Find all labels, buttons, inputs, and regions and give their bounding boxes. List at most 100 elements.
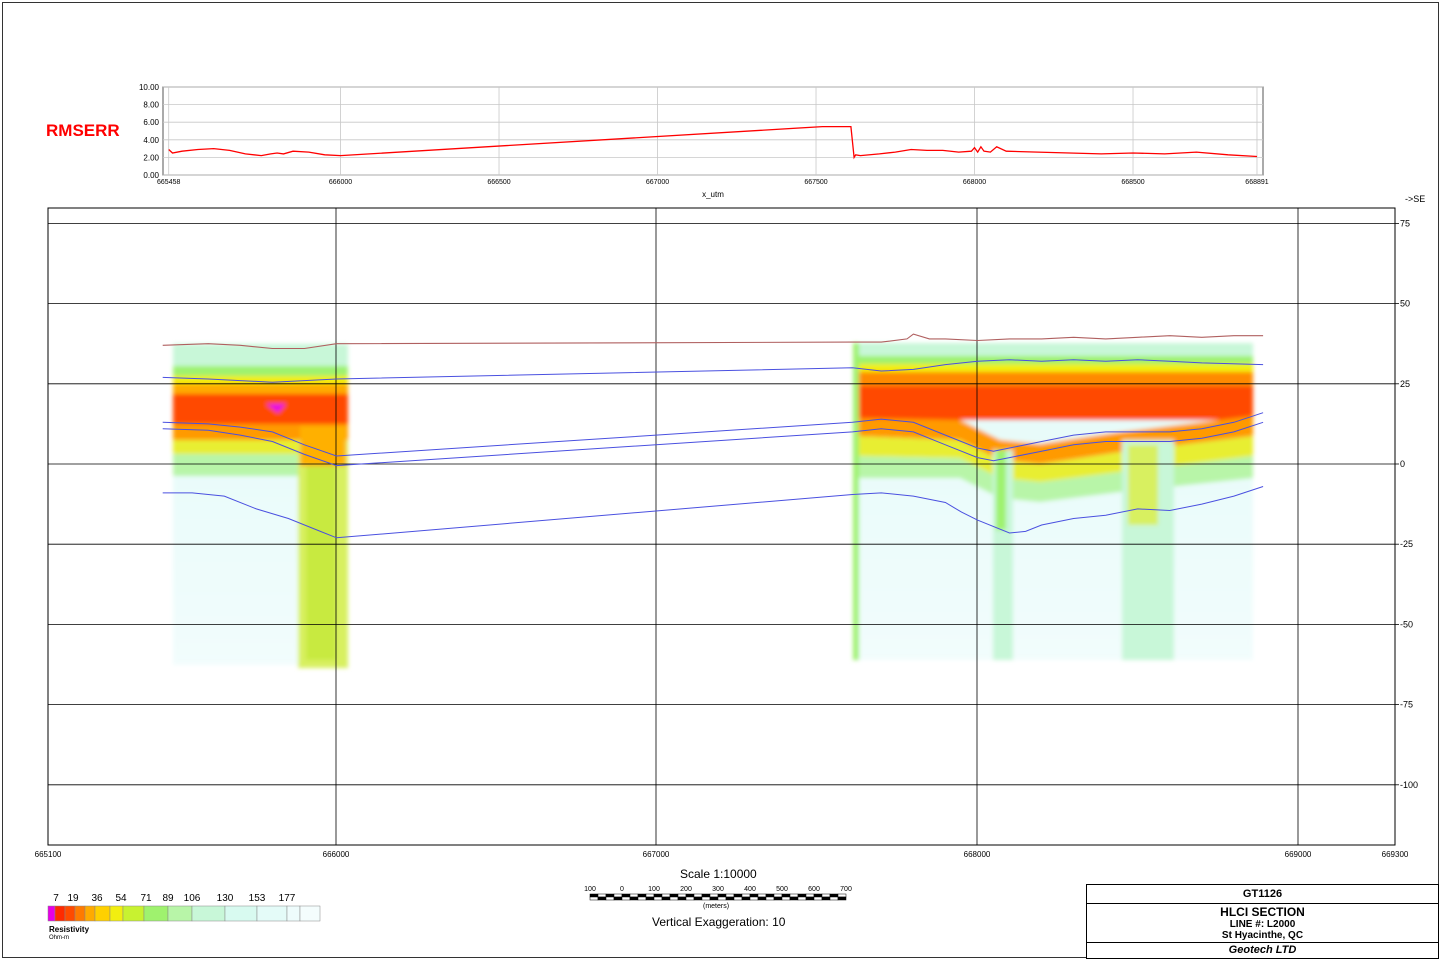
rms-grid: [163, 86, 1263, 176]
rms-panel-label: RMSERR: [46, 121, 120, 140]
legend-swatch: [74, 905, 86, 922]
scale-bar-segment: [693, 896, 703, 901]
scale-bar-segment: [725, 896, 735, 901]
scale-bar-segment: [797, 893, 807, 898]
section-y-tick-label: 50: [1400, 299, 1410, 309]
scale-bar-segment: [813, 896, 823, 901]
scale-bar-segment: [829, 893, 839, 898]
scale-bar-segment: [749, 896, 759, 901]
legend-swatch: [167, 905, 193, 922]
rms-x-tick-label: 668891: [1245, 179, 1268, 186]
legend-label: 19: [67, 893, 79, 904]
scale-bar-segment: [685, 896, 695, 901]
scale-bar-tick-label: 100: [584, 886, 596, 893]
scale-bar-segment: [677, 896, 687, 901]
scale-bar-tick-label: 600: [808, 886, 820, 893]
rms-chart: 10.008.006.004.002.000.00 665458 666000 66…: [139, 83, 1269, 199]
scale-bar-segment: [645, 893, 655, 898]
scale-bar-segment: [669, 893, 679, 898]
scale-bar-segment: [733, 896, 743, 901]
rms-y-tick-label: 10.00: [139, 83, 160, 92]
rms-x-tick-label: 667000: [646, 179, 669, 186]
right-block-band-lower-green: [853, 456, 1253, 502]
legend-swatch: [143, 905, 169, 922]
rms-series-line: [168, 125, 1258, 160]
left-block-band-orange: [173, 384, 348, 396]
scale-bar-tick-label: 700: [840, 886, 852, 893]
scale-bar-segment: [709, 896, 719, 901]
scale-bar-segments: [589, 893, 847, 901]
scale-bar-segment: [621, 893, 631, 898]
rms-x-tick-label: 667500: [804, 179, 827, 186]
scale-bar-segment: [749, 893, 759, 898]
scale-bar-segment: [661, 893, 671, 898]
rms-x-tick-label: 665458: [157, 179, 180, 186]
section-y-tick-label: -25: [1400, 539, 1413, 549]
scale-bar-ticks: 100 0 100 200 300 400 500 600 700: [584, 886, 852, 893]
scale-bar-segment: [773, 896, 783, 901]
right-block-conductor-b-core: [996, 450, 1006, 530]
scale-bar-segment: [733, 893, 743, 898]
project-number: GT1126: [1087, 885, 1438, 904]
scale-bar-segment: [637, 896, 647, 901]
scale-bar-segment: [837, 896, 847, 901]
legend-swatch: [122, 905, 145, 922]
left-block-conductor-core: [306, 440, 336, 660]
section-y-tick-label: 25: [1400, 379, 1410, 389]
scale-bar-segment: [653, 893, 663, 898]
scale-bar-segment: [757, 893, 767, 898]
right-block-band-lower-orange: [853, 416, 1253, 464]
legend-swatch: [256, 905, 288, 922]
legend-labels: 7 19 36 54 71 89 106 130 153 177: [53, 893, 296, 904]
scale-bar-segment: [757, 896, 767, 901]
left-block-band-red: [173, 394, 348, 426]
right-block-edge: [853, 343, 859, 660]
scale-bar-segment: [661, 896, 671, 901]
scale-bar-tick-label: 300: [712, 886, 724, 893]
scale-bar-segment: [789, 893, 799, 898]
scale-bar-segment: [805, 896, 815, 901]
topography-line: [162, 333, 1264, 350]
section-x-ticks: 665100 666000 667000 668000 669000 669300: [35, 850, 1409, 859]
layer-boundary-lines: [162, 359, 1264, 539]
legend-swatch: [224, 905, 258, 922]
legend-label: 177: [279, 893, 296, 904]
section-x-tick-label: 668000: [964, 850, 991, 859]
vertical-exaggeration: Vertical Exaggeration: 10: [652, 915, 786, 929]
scale-bar-segment: [589, 896, 599, 901]
scale-bar-segment: [789, 896, 799, 901]
section-y-tick-label: -100: [1400, 780, 1418, 790]
legend-swatch: [191, 905, 226, 922]
section-x-tick-label: 666000: [323, 850, 350, 859]
section-y-ticks: 75 50 25 0 -25 -50 -75 -100: [1395, 218, 1418, 790]
section-y-tick-label: 75: [1400, 218, 1410, 228]
scale-bar-segment: [725, 893, 735, 898]
scale-bar-segment: [709, 893, 719, 898]
rms-x-tick-label: 666500: [487, 179, 510, 186]
line-number: LINE #: L2000: [1229, 919, 1296, 930]
scale-bar-segment: [701, 893, 711, 898]
legend-swatch: [109, 905, 124, 922]
section-x-tick-label: 667000: [643, 850, 670, 859]
legend-swatch: [94, 905, 111, 922]
legend-swatch: [299, 905, 321, 922]
rms-x-tick-label: 668000: [963, 179, 986, 186]
scale-bar-segment: [605, 893, 615, 898]
rms-x-tick-label: 666000: [329, 179, 352, 186]
scale-bar-segment: [629, 896, 639, 901]
legend-swatch: [54, 905, 66, 922]
scale-bar-segment: [629, 893, 639, 898]
scale-bar-segment: [781, 896, 791, 901]
right-block-conductor-a-core: [1128, 445, 1158, 525]
rms-x-tick-label: 668500: [1121, 179, 1144, 186]
section-x-tick-label: 665100: [35, 850, 62, 859]
scale-bar-segment: [613, 893, 623, 898]
legend-swatch: [64, 905, 76, 922]
scale-bar-segment: [613, 896, 623, 901]
section-x-tick-label: 669000: [1285, 850, 1312, 859]
scale-bar-tick-label: 100: [648, 886, 660, 893]
scale-bar-segment: [645, 896, 655, 901]
scale-bar-segment: [805, 893, 815, 898]
